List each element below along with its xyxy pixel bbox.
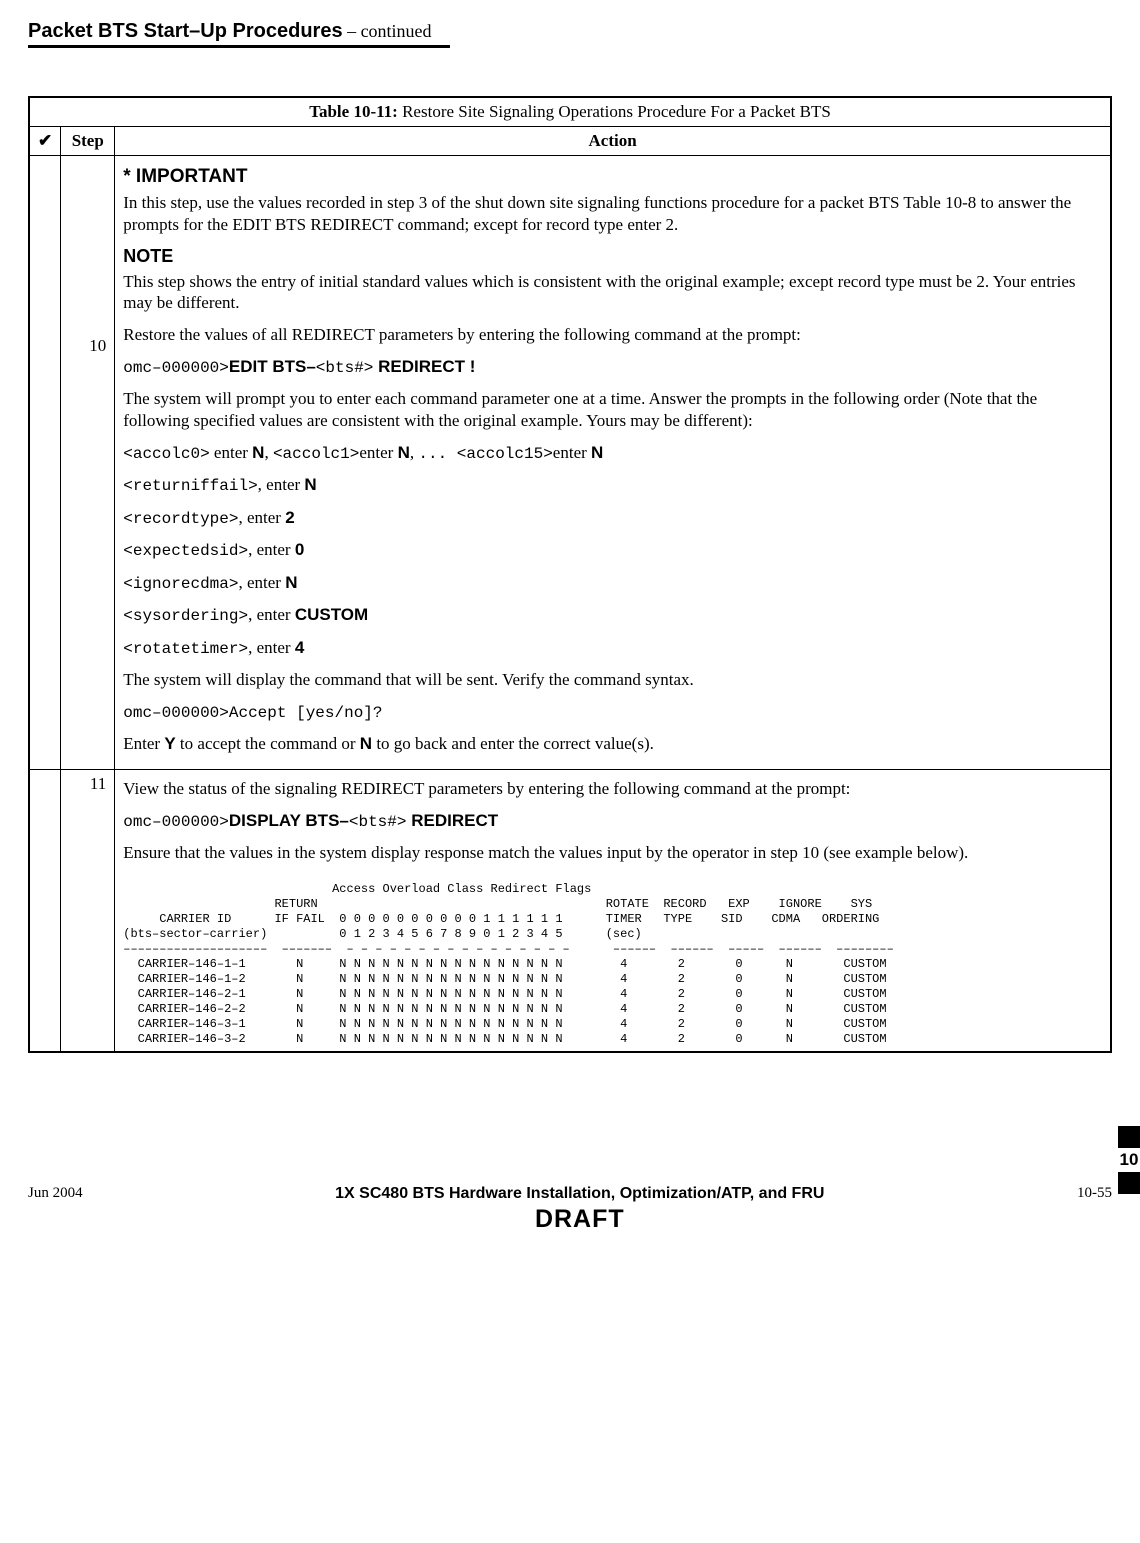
col-check: ✔ — [29, 127, 61, 156]
param-name: <rotatetimer> — [123, 640, 248, 658]
param-val: 0 — [295, 540, 304, 559]
param-line: <expectedsid>, enter 0 — [123, 539, 1102, 561]
prompt: omc–000000> — [123, 704, 229, 722]
step-body: Enter Y to accept the command or N to go… — [123, 733, 1102, 755]
step-body: The system will display the command that… — [123, 669, 1102, 691]
footer-date: Jun 2004 — [28, 1185, 83, 1202]
table-caption-rest: Restore Site Signaling Operations Proced… — [398, 102, 831, 121]
table-caption: Table 10-11: Restore Site Signaling Oper… — [29, 97, 1111, 127]
note-body: This step shows the entry of initial sta… — [123, 271, 1102, 315]
table-caption-label: Table 10-11: — [309, 102, 398, 121]
tab-bar-top — [1118, 1126, 1140, 1148]
text: , enter — [238, 508, 285, 527]
param-name: <expectedsid> — [123, 542, 248, 560]
param-name: <recordtype> — [123, 510, 238, 528]
cmd-bold: DISPLAY BTS– — [229, 811, 349, 830]
key: Y — [164, 734, 175, 753]
footer-draft: DRAFT — [83, 1205, 1077, 1234]
param-val: N — [285, 573, 297, 592]
step-body: Restore the values of all REDIRECT param… — [123, 324, 1102, 346]
cmd-bold: EDIT BTS– — [229, 357, 316, 376]
param-val: 2 — [285, 508, 294, 527]
procedure-table: Table 10-11: Restore Site Signaling Oper… — [28, 96, 1112, 1053]
check-cell — [29, 156, 61, 770]
step-body: View the status of the signaling REDIREC… — [123, 778, 1102, 800]
text: , enter — [248, 605, 295, 624]
footer-doc-title: 1X SC480 BTS Hardware Installation, Opti… — [83, 1185, 1077, 1203]
param-name: <accolc15> — [457, 445, 553, 463]
param-name: <ignorecdma> — [123, 575, 238, 593]
page-footer: Jun 2004 1X SC480 BTS Hardware Installat… — [28, 1185, 1112, 1234]
important-body: In this step, use the values recorded in… — [123, 192, 1102, 236]
command-line: omc–000000>DISPLAY BTS–<bts#> REDIRECT — [123, 810, 1102, 832]
text: , enter — [238, 573, 285, 592]
param-line: <returniffail>, enter N — [123, 474, 1102, 496]
param-val: N — [398, 443, 410, 462]
param-line: <sysordering>, enter CUSTOM — [123, 604, 1102, 626]
cmd-bold: REDIRECT ! — [373, 357, 475, 376]
param-name: <sysordering> — [123, 607, 248, 625]
text: , enter — [248, 540, 295, 559]
table-row: 11 View the status of the signaling REDI… — [29, 769, 1111, 1051]
param-val: N — [304, 475, 316, 494]
text: , enter — [248, 638, 295, 657]
terminal-dump: Access Overload Class Redirect Flags RET… — [123, 882, 1102, 1047]
col-action: Action — [115, 127, 1111, 156]
cmd-bold: REDIRECT — [406, 811, 498, 830]
step-cell: 11 — [61, 769, 115, 1051]
key: N — [360, 734, 372, 753]
param-name: <accolc1> — [273, 445, 359, 463]
param-line: <ignorecdma>, enter N — [123, 572, 1102, 594]
text: Enter — [123, 734, 164, 753]
tab-bar-bottom — [1118, 1172, 1140, 1194]
chapter-tab: 10 — [1118, 1126, 1140, 1194]
dots: ... — [418, 445, 456, 463]
cmd-arg: <bts#> — [316, 359, 374, 377]
param-name: <returniffail> — [123, 477, 257, 495]
page-title: Packet BTS Start–Up Procedures — [28, 20, 343, 42]
tab-number: 10 — [1118, 1148, 1140, 1172]
page-title-continued: – continued — [343, 21, 432, 41]
step-body: Ensure that the values in the system dis… — [123, 842, 1102, 864]
param-line: <recordtype>, enter 2 — [123, 507, 1102, 529]
prompt: omc–000000> — [123, 813, 229, 831]
text: enter — [210, 443, 252, 462]
prompt: omc–000000> — [123, 359, 229, 377]
important-heading: * IMPORTANT — [123, 166, 1102, 188]
param-name: <accolc0> — [123, 445, 209, 463]
param-val: N — [591, 443, 603, 462]
text: , — [264, 443, 273, 462]
param-val: N — [252, 443, 264, 462]
param-line: <accolc0> enter N, <accolc1>enter N, ...… — [123, 442, 1102, 464]
page-header: Packet BTS Start–Up Procedures – continu… — [28, 20, 450, 48]
check-cell — [29, 769, 61, 1051]
param-val: 4 — [295, 638, 304, 657]
cmd-arg: Accept [yes/no]? — [229, 704, 383, 722]
text: to go back and enter the correct value(s… — [372, 734, 654, 753]
step-body: The system will prompt you to enter each… — [123, 388, 1102, 432]
table-row: 10 * IMPORTANT In this step, use the val… — [29, 156, 1111, 770]
param-val: CUSTOM — [295, 605, 368, 624]
cmd-arg: <bts#> — [349, 813, 407, 831]
text: , enter — [258, 475, 305, 494]
step-cell: 10 — [61, 156, 115, 770]
text: to accept the command or — [176, 734, 360, 753]
col-step: Step — [61, 127, 115, 156]
action-cell: View the status of the signaling REDIREC… — [115, 769, 1111, 1051]
footer-page-number: 10-55 — [1077, 1185, 1112, 1202]
command-line: omc–000000>Accept [yes/no]? — [123, 701, 1102, 723]
command-line: omc–000000>EDIT BTS–<bts#> REDIRECT ! — [123, 356, 1102, 378]
note-heading: NOTE — [123, 246, 1102, 267]
text: enter — [553, 443, 591, 462]
param-line: <rotatetimer>, enter 4 — [123, 637, 1102, 659]
text: enter — [359, 443, 397, 462]
action-cell: * IMPORTANT In this step, use the values… — [115, 156, 1111, 770]
